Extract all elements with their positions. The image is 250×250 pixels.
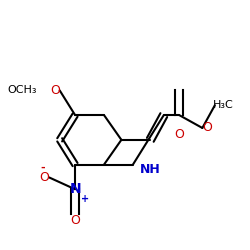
Text: N: N <box>69 182 81 196</box>
Text: H₃C: H₃C <box>213 100 234 110</box>
Text: OCH₃: OCH₃ <box>7 86 36 96</box>
Text: O: O <box>70 214 80 227</box>
Text: +: + <box>81 194 89 204</box>
Text: NH: NH <box>140 162 160 175</box>
Text: O: O <box>50 84 60 97</box>
Text: O: O <box>39 171 49 184</box>
Text: O: O <box>174 128 184 141</box>
Text: -: - <box>40 162 45 172</box>
Text: O: O <box>202 122 212 134</box>
